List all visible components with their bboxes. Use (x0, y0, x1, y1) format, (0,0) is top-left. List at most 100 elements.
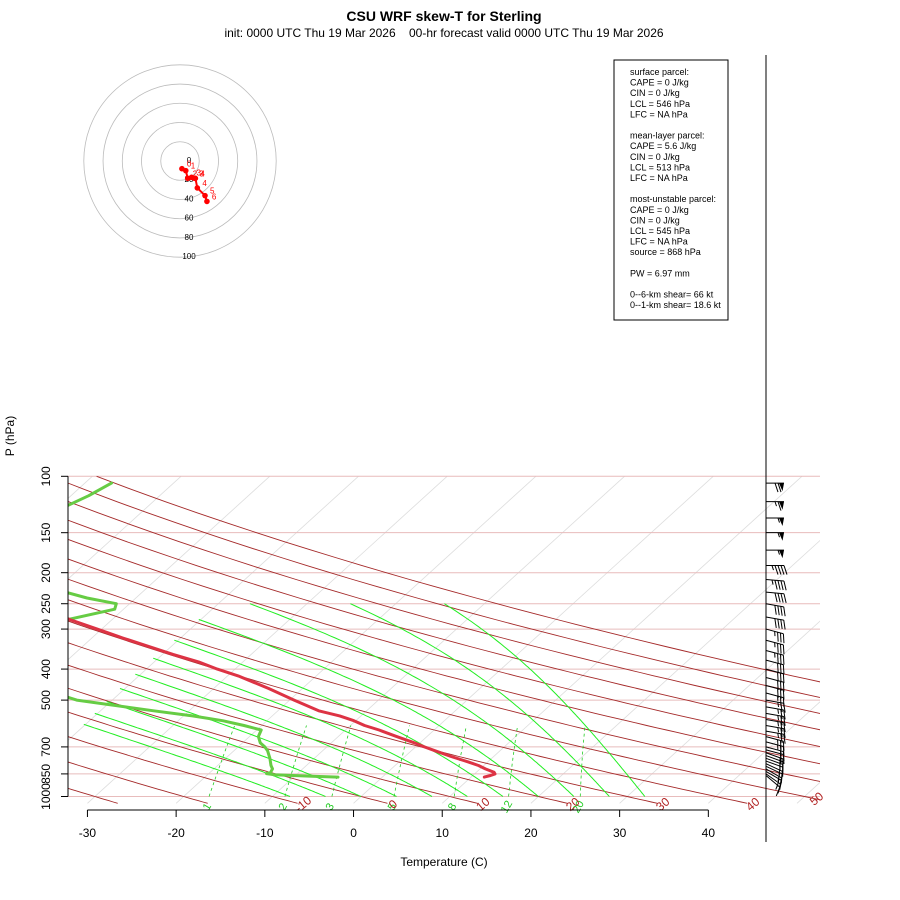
isotherm-line (530, 539, 820, 804)
plot-area (0, 475, 820, 804)
wind-barb-half (777, 727, 780, 733)
wind-barb-full (782, 655, 785, 665)
x-axis-label: Temperature (C) (400, 855, 487, 869)
moist-adiabat-line (174, 639, 504, 797)
moist-adiabat-line (106, 701, 362, 797)
wind-barb-half (777, 517, 780, 523)
stats-box-line: LFC = NA hPa (630, 173, 688, 183)
wind-barb-full (783, 709, 786, 720)
wind-barb-full (782, 754, 785, 765)
wind-barb-full (783, 606, 786, 617)
wind-barb-full (777, 618, 780, 629)
hodograph-point-label: 4 (202, 179, 207, 188)
wind-barb-full (780, 722, 783, 732)
wind-barb-half (777, 721, 780, 727)
hodograph-ring (141, 122, 219, 200)
y-tick-label: 850 (39, 764, 53, 784)
hodograph-point-label: 3 (199, 169, 204, 178)
isotherm-line (68, 476, 359, 741)
profiles (68, 481, 497, 779)
x-tick-label: 30 (613, 826, 627, 840)
dry-adiabat-label: 0 (386, 797, 400, 812)
wind-barb (765, 659, 785, 675)
wind-barb-full (777, 653, 779, 664)
isotherm-line (87, 476, 448, 804)
x-tick-label: -10 (256, 826, 274, 840)
hodograph-point-label: 6 (212, 192, 217, 201)
chart-title: CSU WRF skew-T for Sterling (346, 8, 541, 24)
dry-adiabat-line (68, 620, 748, 804)
wind-barb-full (779, 644, 782, 654)
isotherm-line (441, 476, 803, 804)
mixing-ratio-label: 8 (446, 801, 459, 812)
moist-adiabat-line (198, 619, 539, 797)
dry-adiabat-line (68, 761, 208, 804)
hodograph-ring-label: 0 (187, 156, 192, 165)
wind-barb-full (779, 654, 782, 664)
wind-barb (765, 706, 786, 720)
isotherm-line (708, 701, 820, 804)
x-tick-label: 40 (702, 826, 716, 840)
wind-barb (766, 565, 788, 575)
wind-barb (765, 775, 781, 797)
hodograph-ring (121, 102, 239, 220)
wind-barb-half (775, 784, 778, 790)
hodograph-point (194, 185, 201, 191)
wind-barb-half (771, 565, 774, 571)
pressure-gridlines (68, 475, 820, 797)
stats-box-line: LFC = NA hPa (630, 237, 688, 247)
wind-barb-full (777, 501, 782, 511)
wind-barb (766, 549, 784, 559)
stats-box-line: LCL = 513 hPa (630, 162, 690, 172)
wind-barb-full (780, 606, 783, 616)
moist-adiabat-line (119, 688, 397, 797)
wind-barb-full (777, 663, 779, 673)
dry-adiabat-label: 30 (653, 794, 672, 814)
stats-box-line: 0--6-km shear= 66 kt (630, 290, 714, 300)
stats-box-line: LCL = 545 hPa (630, 226, 690, 236)
wind-barb-full (774, 618, 777, 628)
wind-barb-full (774, 605, 777, 615)
dry-adiabat-line (68, 736, 298, 804)
hodograph-ring-label: 40 (185, 194, 194, 203)
hodograph: 020406080100012334456 (82, 63, 278, 261)
wind-barb-full (777, 632, 779, 642)
hodograph-point (204, 198, 210, 205)
wind-barb-half (777, 549, 780, 555)
dry-adiabat-line (68, 501, 820, 714)
wind-barb-full (777, 643, 779, 653)
dry-adiabat-line (68, 482, 820, 698)
wind-barb-full (783, 728, 786, 739)
wind-barb-full (777, 593, 781, 603)
y-tick-label: 250 (39, 593, 53, 613)
dry-adiabat-line (68, 599, 820, 801)
mixing-ratio-label: 3 (324, 801, 337, 812)
wind-barb-full (783, 565, 788, 575)
x-tick-label: 10 (436, 826, 450, 840)
dry-adiabat-line (0, 476, 28, 803)
wind-barb-staff (765, 659, 784, 666)
wind-barb-full (782, 644, 785, 655)
y-tick-label: 300 (39, 619, 53, 639)
stats-box-line: CAPE = 0 J/kg (630, 205, 689, 215)
wind-barb-full (777, 580, 781, 590)
moist-adiabat-line (249, 603, 575, 797)
wind-barb (766, 532, 784, 541)
wind-barb-full (783, 734, 786, 744)
stats-box-line: 0--1-km shear= 18.6 kt (630, 300, 721, 310)
hodograph-point (192, 175, 199, 182)
hodograph-point (202, 192, 208, 199)
mixing-ratio-line (208, 725, 236, 797)
isotherm-line (619, 620, 820, 804)
moist-adiabat-line (135, 673, 433, 797)
wind-barb-full (783, 593, 787, 604)
dry-adiabat-line (68, 642, 658, 804)
wind-barb-full (777, 565, 782, 575)
hodograph-ring-label: 60 (185, 214, 194, 223)
wind-barb-full (783, 620, 786, 630)
dry-adiabat-label: 10 (473, 794, 492, 814)
hodograph-ring (160, 141, 200, 181)
wind-barb-full (777, 482, 782, 493)
mixing-ratio-lines (208, 725, 586, 797)
mixing-ratio-line (284, 725, 307, 797)
